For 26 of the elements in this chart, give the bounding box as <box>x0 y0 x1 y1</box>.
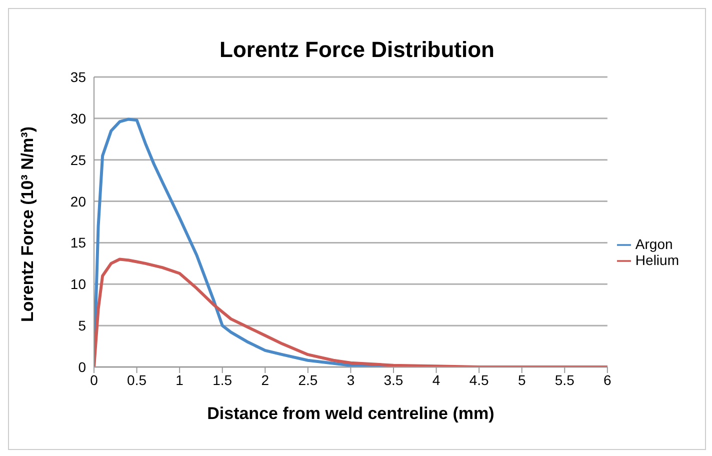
x-tick-label: 4.5 <box>469 372 490 388</box>
y-tick-label: 35 <box>70 68 86 85</box>
x-tick-label: 5 <box>518 372 526 388</box>
legend-label: Helium <box>635 252 679 268</box>
x-tick-label: 0.5 <box>127 372 147 388</box>
y-tick-label: 5 <box>78 318 86 334</box>
y-tick-label: 20 <box>70 193 86 210</box>
x-tick-label: 4 <box>432 372 440 388</box>
chart-title: Lorentz Force Distribution <box>218 37 496 64</box>
y-tick-label: 25 <box>70 152 86 168</box>
legend-label: Argon <box>635 236 673 252</box>
x-axis-title: Distance from weld centreline (mm) <box>207 404 494 423</box>
x-tick-label: 5.5 <box>554 372 575 388</box>
x-tick-label: 3 <box>346 372 355 388</box>
y-axis-title: Lorentz Force (10³ N/m³) <box>18 126 38 322</box>
x-tick-label: 2 <box>261 372 270 388</box>
y-tick-label: 10 <box>70 276 86 292</box>
x-tick-label: 1 <box>176 372 184 388</box>
y-tick-label: 30 <box>70 110 86 126</box>
y-tick-label: 15 <box>70 234 86 251</box>
y-tick-label: 0 <box>78 358 86 375</box>
x-tick-label: 1.5 <box>212 372 232 388</box>
x-tick-label: 0 <box>90 372 98 388</box>
x-tick-label: 6 <box>604 372 612 388</box>
x-tick-label: 3.5 <box>384 372 404 388</box>
x-tick-label: 2.5 <box>298 372 318 388</box>
